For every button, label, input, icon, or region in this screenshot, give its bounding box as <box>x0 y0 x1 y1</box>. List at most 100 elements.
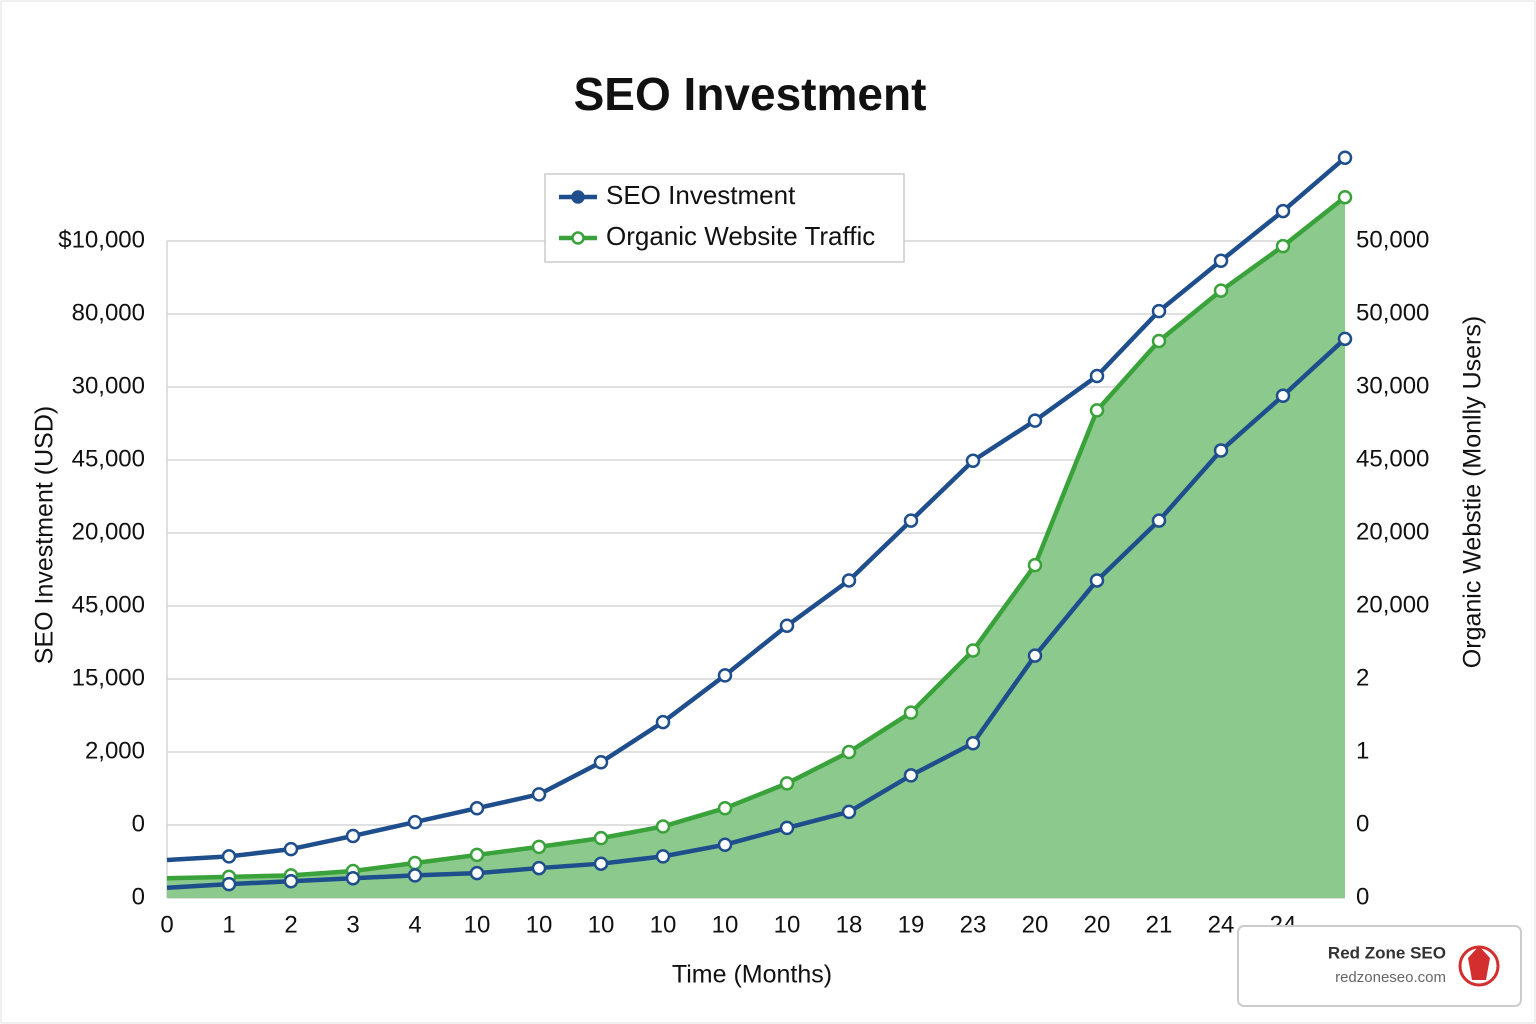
point <box>717 668 733 683</box>
watermark: Red Zone SEO redzoneseo.com <box>1237 925 1522 1007</box>
point <box>1213 283 1229 298</box>
point <box>345 871 361 886</box>
legend-marker <box>571 190 585 204</box>
x-tick-label: 10 <box>588 911 615 938</box>
point <box>1337 150 1353 166</box>
watermark-box <box>1237 925 1522 1007</box>
point <box>221 876 237 892</box>
point <box>1337 331 1353 347</box>
x-tick-label: 10 <box>464 911 491 938</box>
y2-tick-label: 30,000 <box>1356 372 1429 399</box>
x-tick-label: 18 <box>836 911 863 938</box>
y-tick-label: 0 <box>132 810 145 837</box>
legend-label: Organic Website Traffic <box>606 221 875 251</box>
point <box>841 804 857 820</box>
point <box>1151 333 1167 349</box>
x-tick-label: 23 <box>960 911 987 938</box>
area <box>167 197 1345 898</box>
x-axis-title: Time (Months) <box>672 961 832 989</box>
point <box>593 830 609 846</box>
x-tick-label: 0 <box>160 911 173 938</box>
point <box>593 856 609 871</box>
point <box>407 868 423 883</box>
url: redzoneseo.com <box>1335 969 1446 986</box>
y-tick-label: 45,000 <box>72 591 145 618</box>
x-tick-label: 20 <box>1084 911 1111 938</box>
point <box>283 841 299 857</box>
point <box>531 860 547 876</box>
point <box>717 837 733 852</box>
y2-tick-label: 0 <box>1356 883 1369 910</box>
point <box>903 513 919 528</box>
point <box>1275 203 1291 219</box>
point <box>655 714 671 730</box>
point <box>1151 513 1167 528</box>
y-tick-label: 45,000 <box>72 445 145 472</box>
point <box>1027 413 1043 428</box>
y2-tick-label: 45,000 <box>1356 445 1429 472</box>
series-line <box>166 195 1347 881</box>
legend-label: SEO Investment <box>606 180 796 210</box>
point <box>1027 557 1043 573</box>
y-tick-label: 0 <box>132 883 145 910</box>
series-line <box>166 337 1347 891</box>
x-tick-label: 3 <box>346 911 359 938</box>
y-axis-title: SEO Investment (USD) <box>31 406 59 664</box>
point <box>283 873 299 889</box>
point <box>345 828 361 844</box>
point <box>221 849 237 864</box>
point <box>469 800 485 816</box>
point <box>1337 189 1353 205</box>
x-tick-label: 2 <box>284 911 297 938</box>
y2-tick-label: 2 <box>1356 664 1369 691</box>
point <box>1089 403 1105 418</box>
legend-box <box>544 173 905 263</box>
y2-tick-label: 20,000 <box>1356 591 1429 618</box>
point <box>1213 253 1229 268</box>
point <box>779 618 795 633</box>
point <box>779 776 795 791</box>
y2-tick-label: 0 <box>1356 810 1369 837</box>
x-tick-label: 24 <box>1208 911 1235 938</box>
x-tick-label: 10 <box>774 911 801 938</box>
chart-title: SEO Investment <box>574 68 927 120</box>
point <box>841 744 857 760</box>
y-tick-label: 30,000 <box>72 372 145 399</box>
x-tick-label: 1 <box>222 911 235 938</box>
point <box>1089 368 1105 384</box>
point <box>1213 443 1229 458</box>
point <box>1275 238 1291 254</box>
legend: SEO Investment Organic Website Traffic <box>544 173 905 263</box>
y-tick-label: $10,000 <box>58 226 145 253</box>
x-tick-label: 10 <box>712 911 739 938</box>
x-tick-label: 10 <box>526 911 553 938</box>
y-tick-label: 80,000 <box>72 299 145 326</box>
y2-tick-label: 20,000 <box>1356 518 1429 545</box>
series-line <box>166 156 1347 863</box>
x-tick-label: 4 <box>408 911 421 938</box>
point <box>965 643 981 658</box>
point <box>1275 388 1291 404</box>
y-tick-label: 20,000 <box>72 518 145 545</box>
y-tick-label: 2,000 <box>85 737 145 764</box>
y2-tick-label: 50,000 <box>1356 299 1429 326</box>
point <box>965 735 981 751</box>
y-tick-label: 15,000 <box>72 664 145 691</box>
x-tick-label: 10 <box>650 911 677 938</box>
point <box>593 754 609 770</box>
x-tick-label: 19 <box>898 911 925 938</box>
point <box>841 573 857 588</box>
y2-axis-title: Organic Webstie (Monlly Users) <box>1459 316 1487 668</box>
point <box>531 787 547 802</box>
point <box>903 705 919 720</box>
point <box>965 453 981 468</box>
plot-area: 002,00015,00045,00020,00045,00030,00080,… <box>58 150 1429 938</box>
y2-tick-label: 1 <box>1356 737 1369 764</box>
point <box>531 839 547 855</box>
brand: Red Zone SEO <box>1328 943 1446 962</box>
point <box>469 847 485 863</box>
y2-tick-label: 50,000 <box>1356 226 1429 253</box>
point <box>1027 648 1043 663</box>
